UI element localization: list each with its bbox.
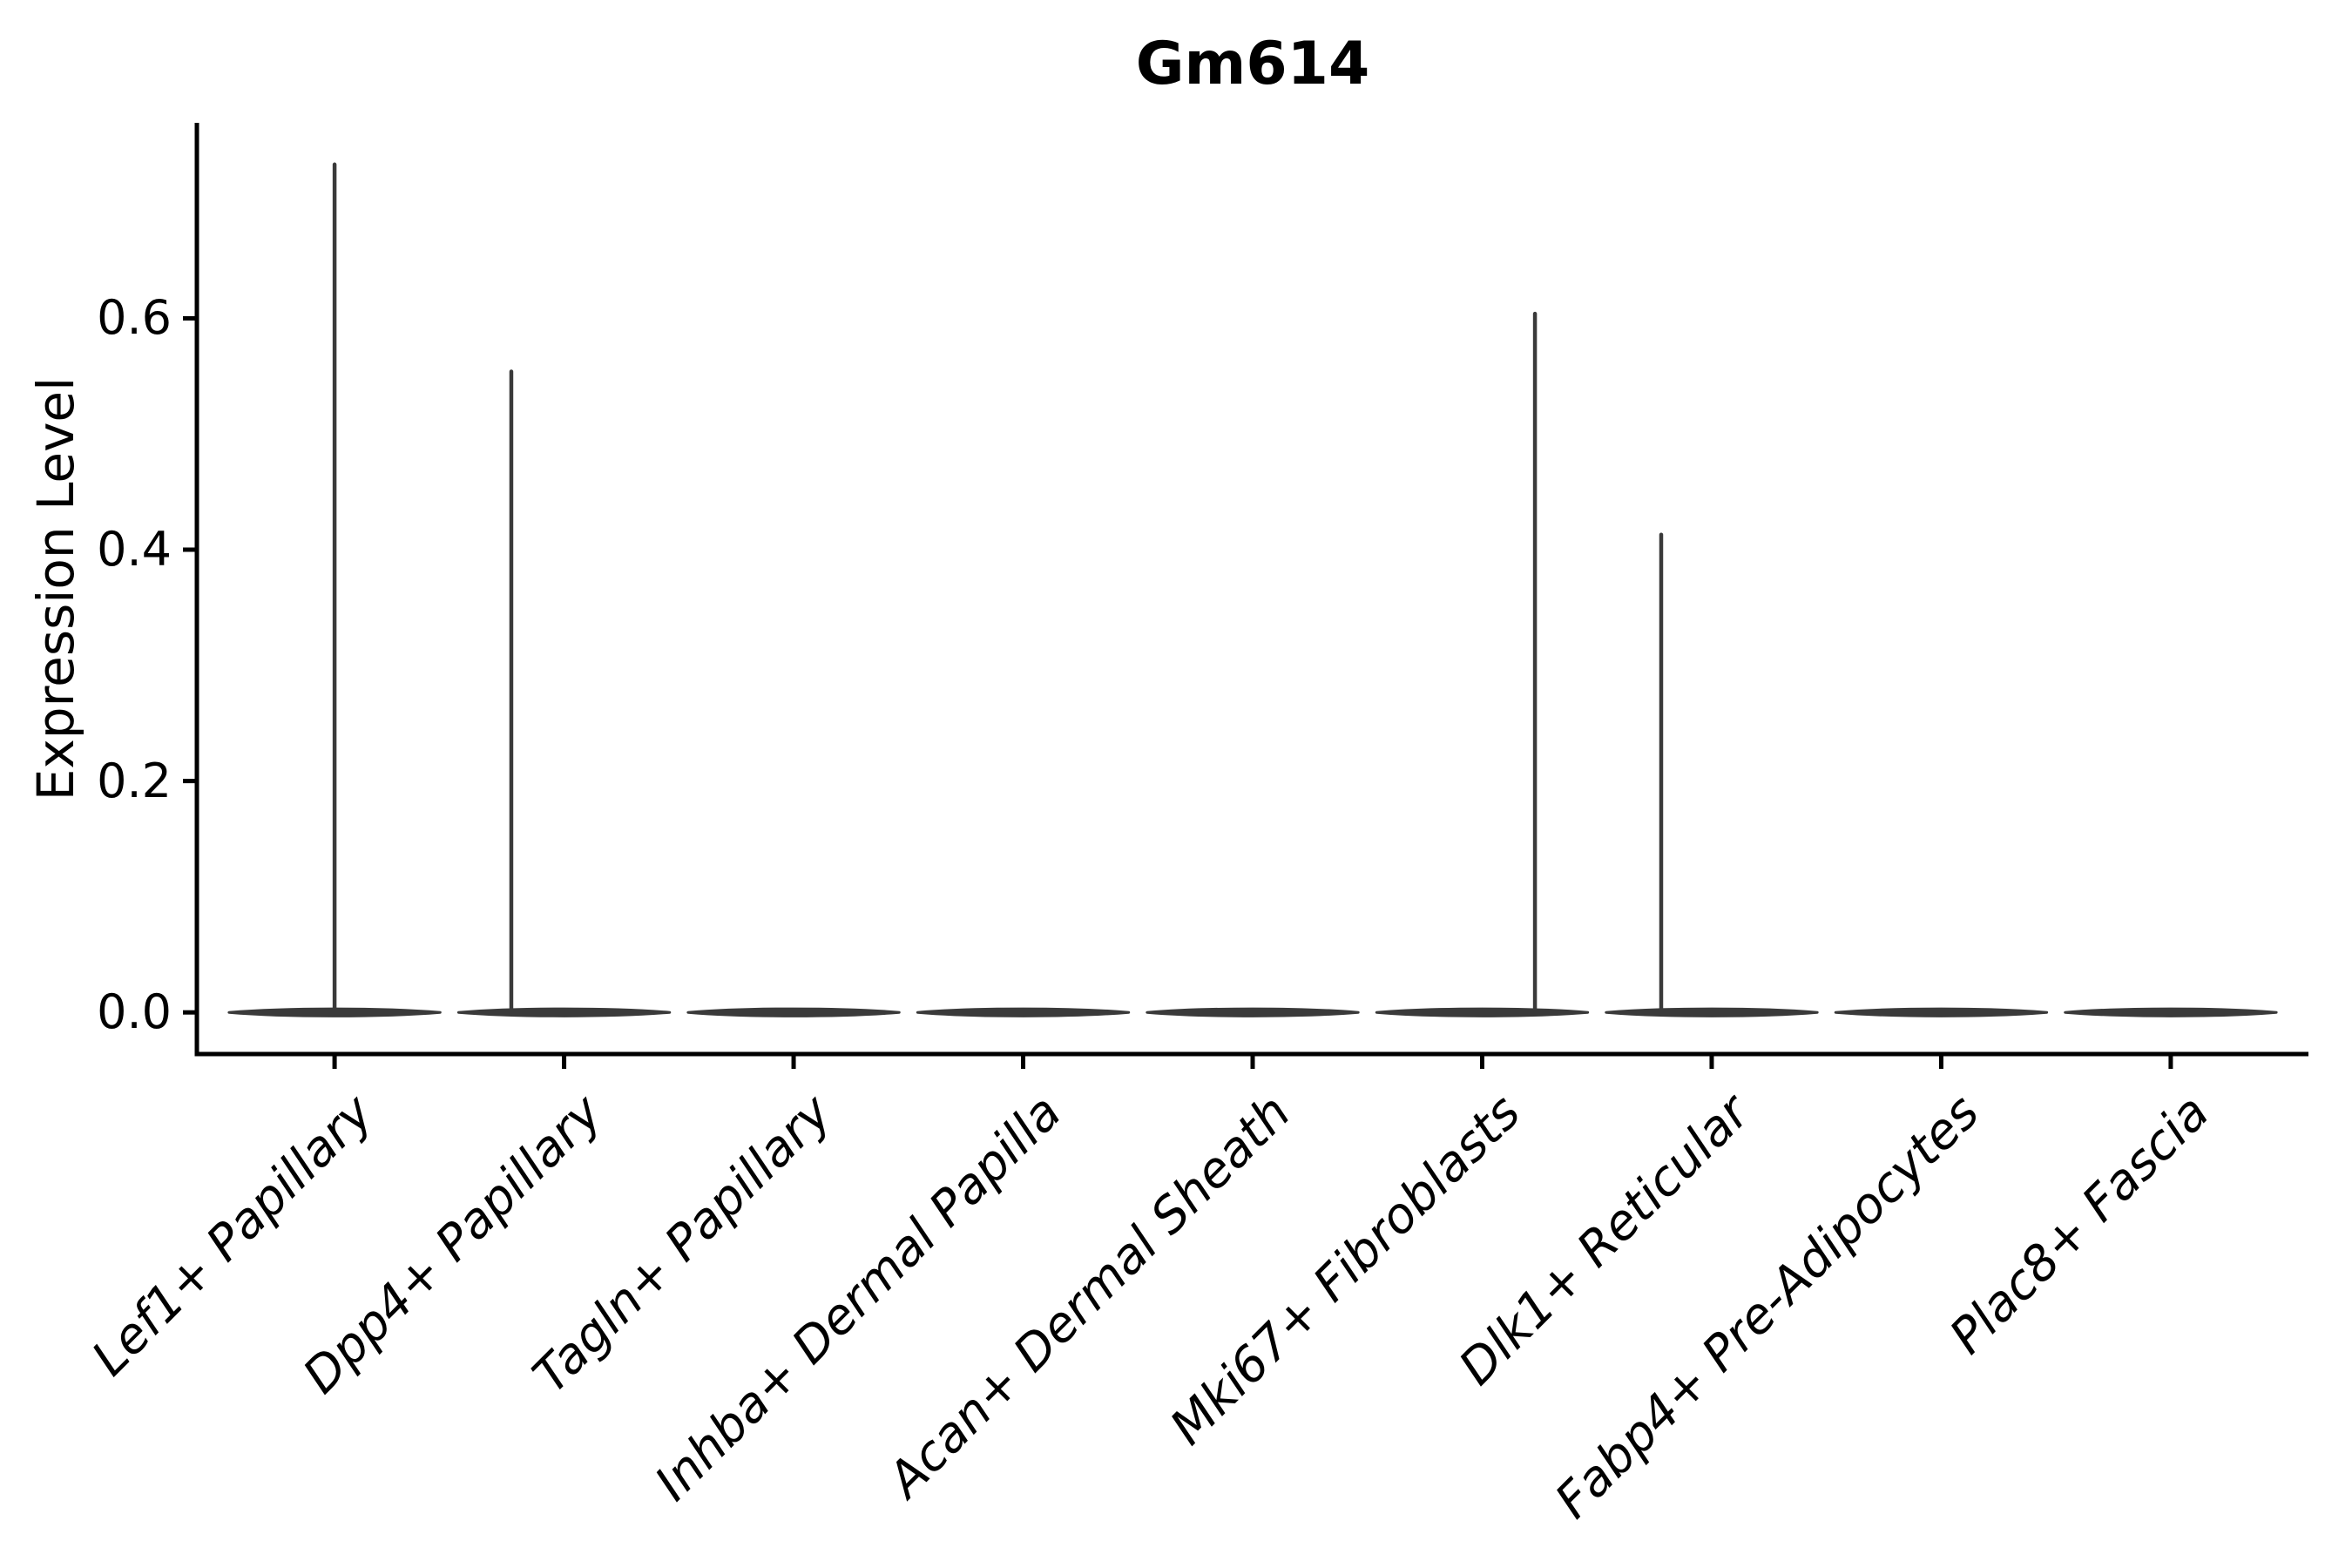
violin-body — [227, 1007, 442, 1017]
violin-body — [916, 1007, 1131, 1017]
y-tick-label: 0.2 — [97, 753, 172, 808]
violin-body — [456, 1007, 672, 1017]
y-axis-label: Expression Level — [26, 376, 85, 801]
violin-body — [686, 1007, 901, 1017]
violin-body — [1146, 1007, 1360, 1017]
violin-body — [1834, 1007, 2049, 1017]
violin-body — [1605, 1007, 1819, 1017]
y-tick-label: 0.4 — [97, 522, 172, 577]
y-tick-label: 0.6 — [97, 290, 172, 346]
y-tick-label: 0.0 — [97, 984, 172, 1040]
violin-body — [1375, 1007, 1590, 1017]
violin-body — [2064, 1007, 2278, 1017]
chart-title: Gm614 — [1135, 30, 1370, 98]
